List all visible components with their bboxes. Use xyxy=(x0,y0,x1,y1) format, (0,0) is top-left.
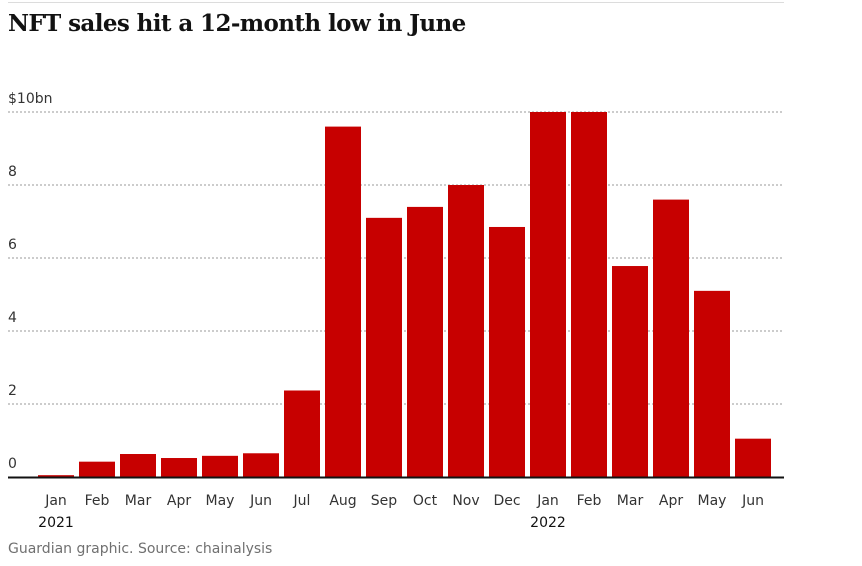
bar xyxy=(243,453,279,477)
x-tick-label: Mar xyxy=(617,493,644,509)
x-tick-label: Feb xyxy=(577,493,602,509)
x-tick-label: Nov xyxy=(452,493,479,509)
x-tick-label: Apr xyxy=(167,493,191,509)
x-tick-label: Sep xyxy=(371,493,398,509)
bar xyxy=(571,112,607,477)
y-tick-label: 6 xyxy=(8,237,17,253)
x-tick-label: Jun xyxy=(249,493,272,509)
bar xyxy=(612,266,648,477)
x-tick-label: Jun xyxy=(741,493,764,509)
bar xyxy=(694,290,730,477)
x-tick-label: Aug xyxy=(329,493,356,509)
y-tick-label: 4 xyxy=(8,310,17,326)
x-year-label: 2022 xyxy=(530,515,566,531)
bar xyxy=(120,454,156,477)
y-tick-label: 0 xyxy=(8,456,17,472)
bar xyxy=(284,390,320,477)
bar xyxy=(161,458,197,477)
x-tick-label: May xyxy=(206,493,235,509)
bar xyxy=(489,226,525,477)
x-tick-label: Jan xyxy=(44,493,67,509)
bar xyxy=(366,217,402,477)
source-note: Guardian graphic. Source: chainalysis xyxy=(8,541,273,557)
bar xyxy=(202,455,238,477)
x-tick-label: Feb xyxy=(85,493,110,509)
x-tick-label: Jan xyxy=(536,493,559,509)
x-tick-label: Dec xyxy=(493,493,520,509)
y-tick-label: 8 xyxy=(8,164,17,180)
bar xyxy=(530,112,566,477)
chart-title: NFT sales hit a 12-month low in June xyxy=(8,10,466,37)
bar xyxy=(325,126,361,477)
x-tick-label: Apr xyxy=(659,493,683,509)
y-tick-label: 2 xyxy=(8,383,17,399)
bar xyxy=(38,475,74,477)
bar xyxy=(407,206,443,477)
bar xyxy=(735,438,771,477)
bar xyxy=(653,199,689,477)
x-tick-label: May xyxy=(698,493,727,509)
bar xyxy=(79,461,115,477)
bar xyxy=(448,185,484,477)
x-year-label: 2021 xyxy=(38,515,74,531)
x-tick-label: Jul xyxy=(293,493,311,509)
x-tick-label: Mar xyxy=(125,493,152,509)
top-rule xyxy=(8,2,784,3)
y-tick-label: $10bn xyxy=(8,91,52,107)
x-tick-label: Oct xyxy=(413,493,438,509)
